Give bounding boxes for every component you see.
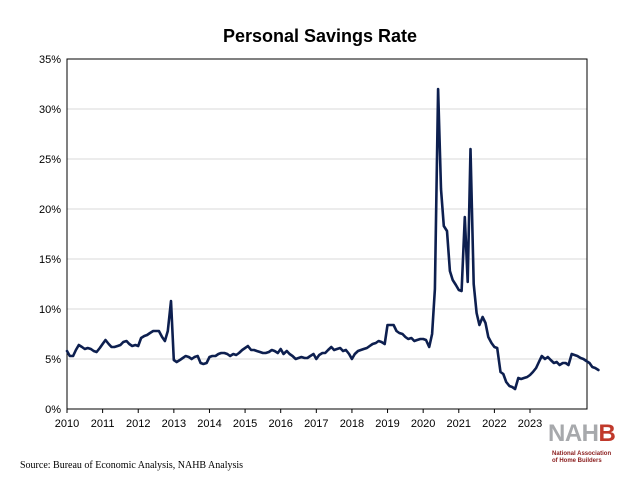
x-tick-label: 2018 [340, 418, 364, 430]
x-tick-label: 2012 [126, 418, 150, 430]
logo-word-accent: B [598, 420, 616, 447]
y-tick-label: 5% [45, 354, 61, 366]
x-axis: 2010 2011 2012 2013 2014 2015 2016 2017 2018 2019… [55, 409, 542, 430]
logo-subtitle-line-2: of Home Builders [552, 458, 602, 464]
x-tick-label: 2022 [482, 418, 506, 430]
gridlines [67, 108, 587, 360]
y-tick-label: 20% [39, 204, 61, 216]
nahb-logo: NAHB National Association of Home Builde… [548, 420, 628, 478]
x-tick-label: 2013 [162, 418, 186, 430]
y-tick-label: 25% [39, 154, 61, 166]
logo-subtitle-line-1: National Association [552, 451, 612, 457]
x-tick-label: 2011 [91, 418, 115, 430]
x-tick-label: 2014 [197, 418, 221, 430]
y-tick-label: 35% [39, 54, 61, 66]
y-tick-label: 0% [45, 404, 61, 416]
x-tick-label: 2010 [55, 418, 79, 430]
source-note: Source: Bureau of Economic Analysis, NAH… [20, 460, 244, 471]
chart-title: Personal Savings Rate [222, 26, 418, 46]
x-tick-label: 2021 [447, 418, 471, 430]
logo-word-main: NAH [548, 420, 599, 447]
x-tick-label: 2023 [518, 418, 542, 430]
x-tick-label: 2015 [233, 418, 257, 430]
y-tick-label: 15% [39, 254, 61, 266]
y-tick-label: 10% [39, 304, 61, 316]
y-axis: 0% 5% 10% 15% 20% 25% 30% 35% [39, 54, 61, 416]
y-tick-label: 30% [39, 104, 61, 116]
logo-wordmark: NAHB [548, 420, 616, 448]
x-tick-label: 2020 [411, 418, 435, 430]
x-tick-label: 2019 [375, 418, 399, 430]
plot-area-frame [66, 58, 588, 410]
x-tick-label: 2017 [304, 418, 328, 430]
savings-rate-line [65, 87, 600, 391]
x-tick-label: 2016 [268, 418, 292, 430]
